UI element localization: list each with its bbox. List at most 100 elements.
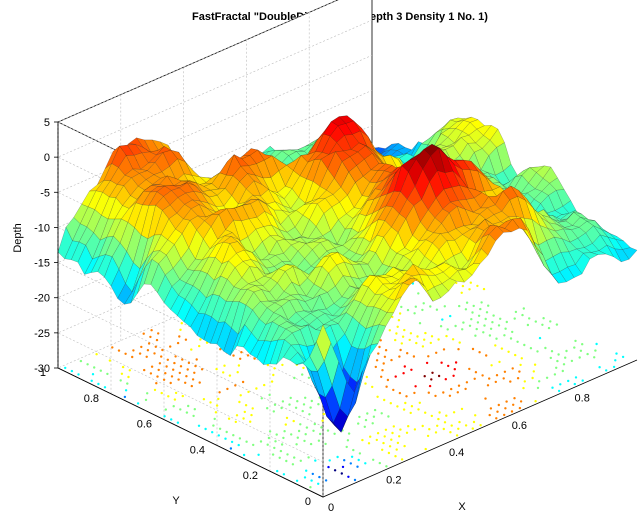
contour-mark [388, 329, 391, 332]
contour-mark [492, 314, 495, 317]
contour-mark [557, 389, 561, 393]
contour-mark [413, 428, 417, 431]
contour-mark [516, 340, 519, 343]
contour-mark [449, 431, 452, 434]
contour-mark [149, 335, 152, 339]
contour-mark [553, 373, 557, 376]
contour-mark [268, 393, 271, 397]
contour-mark [390, 438, 393, 441]
contour-mark [357, 422, 360, 425]
contour-mark [243, 410, 246, 414]
contour-mark [484, 397, 487, 400]
contour-mark [456, 391, 459, 394]
contour-mark [167, 395, 170, 398]
contour-mark [404, 401, 407, 405]
contour-mark [422, 302, 425, 305]
contour-mark [95, 353, 98, 356]
contour-mark [273, 403, 277, 406]
contour-mark [387, 415, 390, 418]
contour-mark [153, 352, 156, 355]
contour-mark [352, 448, 355, 452]
contour-mark [358, 452, 362, 455]
contour-mark [282, 436, 285, 440]
contour-mark [340, 472, 343, 475]
contour-mark [612, 365, 616, 369]
contour-mark [144, 398, 148, 402]
contour-mark [311, 472, 314, 476]
contour-mark [505, 400, 508, 403]
contour-mark [573, 346, 576, 349]
contour-mark [164, 372, 167, 375]
contour-mark [474, 414, 477, 417]
contour-mark [333, 432, 336, 435]
contour-mark [461, 328, 464, 331]
contour-mark [239, 394, 242, 397]
contour-mark [361, 438, 364, 442]
contour-mark [160, 391, 163, 395]
contour-mark [581, 379, 584, 382]
contour-mark [327, 465, 330, 469]
contour-mark [123, 395, 127, 399]
contour-mark [318, 475, 321, 479]
contour-mark [195, 358, 198, 361]
contour-mark [267, 436, 271, 440]
contour-mark [250, 413, 253, 417]
axes-frame [57, 122, 638, 498]
contour-mark [309, 486, 312, 489]
contour-mark [550, 350, 554, 353]
contour-mark [424, 331, 427, 335]
contour-mark [522, 307, 525, 310]
contour-mark [494, 344, 497, 347]
contour-mark [310, 479, 313, 482]
contour-mark [266, 443, 269, 446]
contour-mark [593, 356, 596, 359]
contour-mark [106, 372, 109, 376]
contour-mark [377, 352, 380, 355]
contour-mark [312, 429, 315, 432]
contour-mark [465, 381, 469, 384]
contour-mark [187, 361, 191, 365]
contour-mark [556, 359, 559, 363]
contour-mark [479, 424, 482, 427]
contour-mark [154, 345, 157, 348]
contour-mark [545, 376, 549, 379]
contour-mark [474, 371, 478, 374]
contour-mark [173, 398, 177, 401]
contour-mark [437, 374, 441, 378]
contour-mark [586, 352, 589, 356]
contour-mark [143, 368, 146, 372]
contour-mark [499, 317, 502, 320]
contour-mark [397, 319, 401, 322]
contour-mark [457, 348, 460, 351]
contour-mark [476, 321, 480, 324]
contour-mark [153, 388, 157, 392]
contour-mark [435, 351, 438, 354]
contour-mark [378, 345, 381, 349]
contour-mark [406, 308, 410, 312]
contour-mark [511, 367, 514, 370]
contour-mark [244, 404, 248, 407]
contour-mark [418, 322, 422, 325]
contour-mark [357, 458, 360, 462]
contour-mark [403, 365, 406, 368]
contour-mark [458, 341, 461, 344]
contour-mark [111, 346, 114, 349]
contour-mark [434, 431, 438, 434]
contour-mark [488, 413, 491, 417]
contour-mark [328, 459, 331, 462]
contour-mark [283, 430, 286, 433]
contour-mark [367, 442, 371, 445]
contour-mark [232, 354, 235, 357]
contour-mark [509, 380, 512, 383]
contour-mark [562, 363, 566, 366]
contour-mark [442, 348, 446, 351]
y-tick-label: 0.6 [137, 419, 152, 431]
contour-mark [270, 380, 274, 383]
contour-mark [234, 384, 237, 387]
contour-mark [364, 382, 367, 385]
contour-mark [358, 415, 361, 419]
contour-mark [453, 368, 456, 371]
contour-mark [394, 338, 397, 342]
contour-mark [108, 359, 112, 362]
